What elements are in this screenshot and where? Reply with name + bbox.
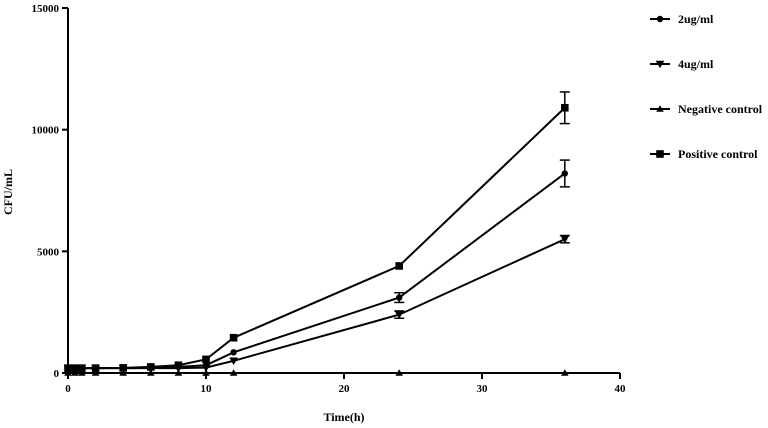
legend-marker [656,105,664,112]
data-point [78,364,86,372]
series-line [68,172,566,370]
data-point [147,363,155,371]
series-2ug-ml [64,159,570,372]
data-point [202,355,210,364]
legend-marker [656,150,664,158]
y-tick-label: 15000 [32,3,60,15]
data-point [560,235,570,244]
legend-marker [655,60,665,69]
data-point [64,364,72,372]
data-point [174,361,183,370]
y-axis-title: CFU/mL [1,169,15,215]
data-point [394,311,404,319]
x-tick-label: 20 [339,383,351,395]
data-point [230,349,237,356]
data-point [396,294,403,301]
data-point [395,262,403,270]
data-point [229,369,238,376]
x-tick-label: 10 [201,383,213,395]
data-point [147,369,155,376]
data-point [561,170,568,177]
legend-item: 4ug/ml [650,57,714,71]
data-point [561,103,569,112]
data-point [561,369,569,376]
legend-item: Negative control [650,102,763,116]
axes: 0 5000 10000 15000 0 10 20 30 40 [32,3,627,395]
legend-item: Positive control [650,147,758,161]
data-point [174,369,183,376]
series-positive-control [64,91,570,372]
legend-label: 4ug/ml [678,57,714,71]
data-point [78,369,86,376]
data-point [91,369,100,376]
legend-item: 2ug/ml [650,12,714,26]
series-line [68,107,566,370]
data-point [119,364,127,372]
data-point [201,364,211,372]
y-tick-label: 10000 [32,125,60,137]
series-layer [63,91,570,376]
data-point [64,369,72,376]
y-tick-label: 5000 [37,246,60,258]
data-point [202,369,210,376]
data-point [229,333,238,342]
x-tick-label: 30 [477,383,489,395]
data-point [229,357,238,366]
legend-label: 2ug/ml [678,12,714,26]
legend: 2ug/ml 4ug/ml Negative control Positive con… [650,12,763,161]
data-point [71,364,79,372]
data-point [119,369,127,376]
x-tick-label: 0 [65,383,71,395]
series-4ug-ml [63,234,570,373]
data-point [71,369,79,376]
x-axis-title: Time(h) [323,410,364,424]
series-negative-control [64,369,569,376]
legend-marker [656,15,664,23]
data-point [395,369,403,376]
x-tick-label: 40 [615,383,627,395]
legend-label: Positive control [678,147,758,161]
legend-label: Negative control [678,102,763,116]
data-point [91,364,100,372]
series-line [68,238,566,370]
y-tick-label: 0 [54,368,60,380]
